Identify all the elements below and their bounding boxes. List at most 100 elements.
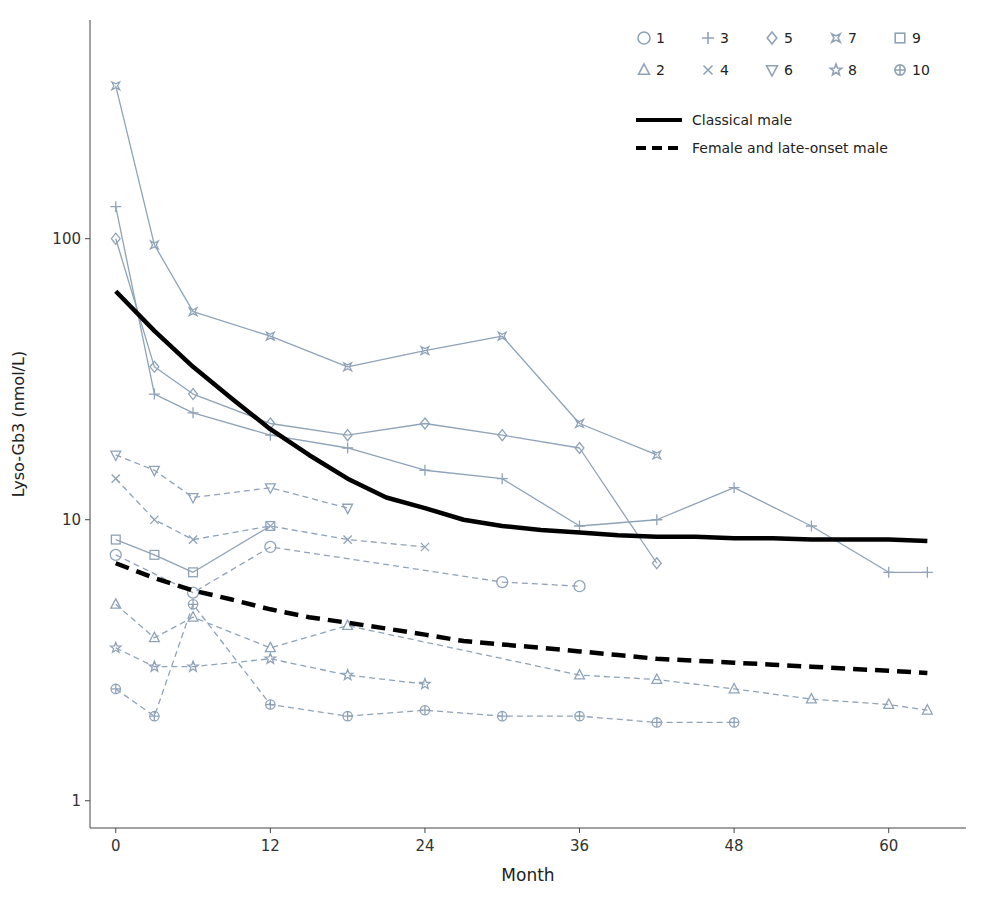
y-tick-label: 1: [71, 792, 81, 810]
point: [265, 642, 275, 651]
y-tick: [85, 800, 90, 801]
point: [497, 473, 508, 484]
legend-label: 2: [656, 62, 665, 78]
legend-label: 7: [848, 30, 857, 46]
point: [574, 581, 585, 592]
legend-item: 5: [767, 30, 793, 46]
legend-item: 8: [830, 62, 857, 78]
series: [110, 201, 933, 578]
point: [342, 442, 353, 453]
marker-part: [111, 684, 120, 693]
series-line: [116, 479, 425, 547]
marker-part: [150, 711, 159, 720]
legend-line: [636, 118, 682, 122]
legend-marker: [895, 65, 905, 75]
point: [189, 389, 198, 400]
legend-marker: [895, 33, 905, 43]
series: [111, 233, 661, 569]
point: [189, 535, 197, 543]
point: [421, 543, 429, 551]
point: [651, 514, 662, 525]
point: [266, 332, 274, 340]
x-tick: [424, 828, 425, 833]
series-line: [116, 455, 348, 508]
marker-part: [420, 706, 429, 715]
point: [421, 347, 429, 355]
point: [266, 522, 274, 530]
legend-marker: [639, 64, 650, 74]
marker-part: [729, 718, 738, 727]
point: [343, 504, 353, 513]
point: [575, 711, 584, 720]
point: [189, 308, 197, 316]
point: [266, 700, 275, 709]
marker-part: [575, 711, 584, 720]
series-line: [116, 604, 734, 722]
legend-item: Female and late-onset male: [636, 140, 888, 156]
point: [922, 705, 932, 714]
point: [576, 420, 584, 428]
series-line: [116, 291, 928, 541]
legend-marker: [702, 32, 714, 44]
point: [150, 361, 159, 372]
series-line: [116, 563, 928, 673]
y-axis-label: Lyso-Gb3 (nmol/L): [9, 351, 28, 497]
marker-part: [111, 684, 120, 693]
x-tick-label: 0: [111, 837, 121, 855]
point: [652, 674, 662, 683]
legend-item: 7: [832, 30, 857, 46]
point: [806, 520, 817, 531]
point: [151, 241, 159, 249]
point: [922, 567, 933, 578]
marker-part: [652, 718, 661, 727]
y-tick: [85, 238, 90, 239]
marker-part: [150, 711, 159, 720]
point: [188, 661, 198, 671]
legend-item: 4: [704, 62, 730, 78]
x-tick: [888, 828, 889, 833]
marker-part: [343, 711, 352, 720]
point: [421, 418, 430, 429]
point: [729, 683, 739, 692]
marker-part: [729, 718, 738, 727]
point: [111, 451, 121, 460]
legend-item: 3: [702, 30, 729, 46]
x-tick: [115, 828, 116, 833]
point: [266, 522, 275, 531]
series: [116, 291, 928, 541]
legend-label: 8: [848, 62, 857, 78]
y-tick-label: 100: [52, 230, 81, 248]
point: [420, 679, 430, 689]
point: [343, 711, 352, 720]
series: [112, 82, 661, 459]
point: [884, 699, 894, 708]
point: [729, 482, 740, 493]
marker-part: [895, 65, 905, 75]
point: [149, 632, 159, 641]
legend-item: 1: [638, 30, 665, 46]
marker-part: [498, 711, 507, 720]
series: [111, 522, 274, 577]
x-tick-label: 48: [725, 837, 744, 855]
axes: 01224364860110100MonthLyso-Gb3 (nmol/L): [9, 20, 966, 885]
point: [110, 549, 121, 560]
point: [498, 711, 507, 720]
legend-label: Classical male: [692, 112, 792, 128]
point: [112, 82, 120, 90]
point: [575, 442, 584, 453]
point: [344, 535, 352, 543]
marker-part: [895, 65, 905, 75]
point: [729, 718, 738, 727]
legend-label: 1: [656, 30, 665, 46]
series-line: [116, 207, 928, 573]
series-line: [116, 86, 657, 455]
point: [574, 520, 585, 531]
x-tick: [270, 828, 271, 833]
plot-area: [110, 82, 933, 727]
series: [112, 475, 429, 552]
legend-item: 9: [895, 30, 921, 46]
x-tick: [734, 828, 735, 833]
point: [188, 600, 197, 609]
legend-label: 5: [784, 30, 793, 46]
series-line: [116, 604, 928, 710]
